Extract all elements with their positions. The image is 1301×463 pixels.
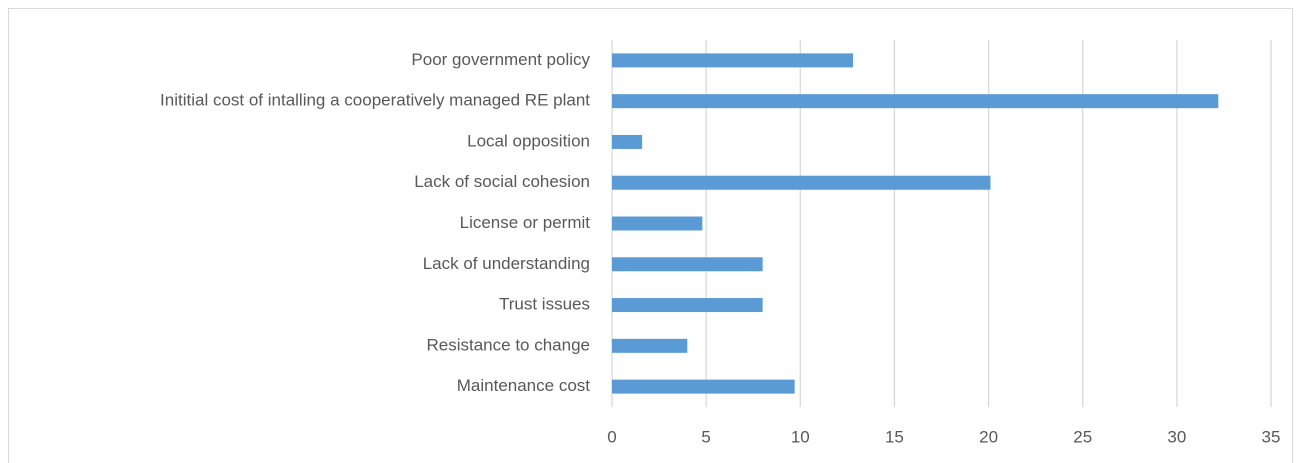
y-tick-label: Resistance to change [427, 335, 591, 354]
x-tick-label: 0 [607, 427, 616, 446]
x-tick-label: 5 [701, 427, 710, 446]
x-tick-label: 20 [979, 427, 998, 446]
bar [612, 257, 763, 272]
bar [612, 338, 688, 353]
x-tick-label: 25 [1073, 427, 1092, 446]
y-tick-label: Lack of social cohesion [414, 172, 590, 191]
bar [612, 53, 854, 68]
bar [612, 379, 795, 394]
y-tick-label: Maintenance cost [457, 376, 591, 395]
bar [612, 94, 1219, 109]
x-tick-label: 10 [791, 427, 810, 446]
y-tick-label: Poor government policy [411, 50, 590, 69]
chart-border [8, 8, 1293, 463]
x-tick-label: 30 [1167, 427, 1186, 446]
bar [612, 134, 643, 149]
y-tick-label: License or permit [460, 213, 591, 232]
bar [612, 216, 703, 231]
y-tick-label: Inititial cost of intalling a cooperativ… [160, 91, 590, 110]
y-tick-label: Local opposition [467, 131, 590, 150]
x-tick-label: 15 [885, 427, 904, 446]
x-tick-label: 35 [1262, 427, 1281, 446]
bar [612, 298, 763, 313]
y-tick-label: Trust issues [499, 295, 590, 314]
bar [612, 175, 991, 190]
y-tick-label: Lack of understanding [423, 254, 590, 273]
